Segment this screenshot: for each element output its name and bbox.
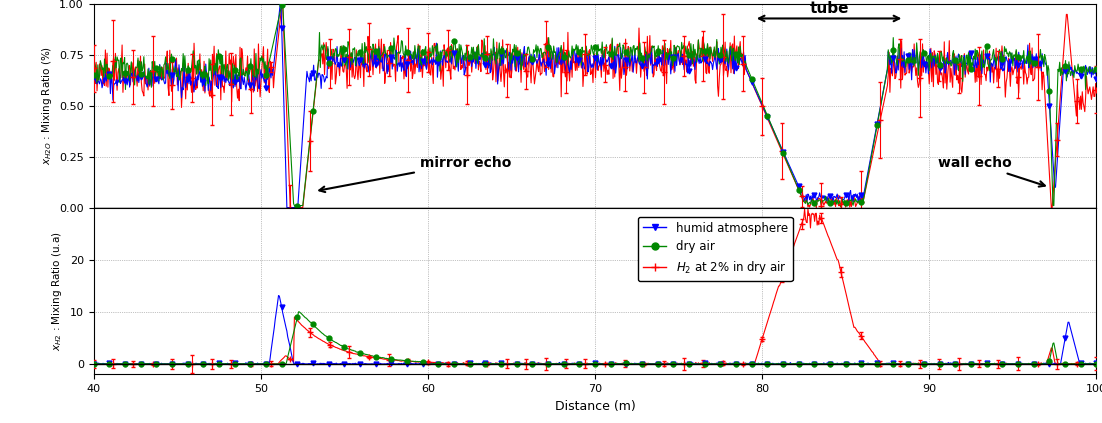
Legend: humid atmosphere, dry air, $H_2$ at 2% in dry air: humid atmosphere, dry air, $H_2$ at 2% i… <box>638 217 792 281</box>
Y-axis label: $x_{H2}$ : Mixing Ratio (u.a): $x_{H2}$ : Mixing Ratio (u.a) <box>51 231 64 351</box>
Text: mirror echo: mirror echo <box>320 156 511 192</box>
X-axis label: Distance (m): Distance (m) <box>554 400 636 412</box>
Text: tube: tube <box>809 1 849 16</box>
Text: wall echo: wall echo <box>938 156 1045 187</box>
Y-axis label: $x_{H2O}$ : Mixing Ratio (%): $x_{H2O}$ : Mixing Ratio (%) <box>40 47 54 165</box>
